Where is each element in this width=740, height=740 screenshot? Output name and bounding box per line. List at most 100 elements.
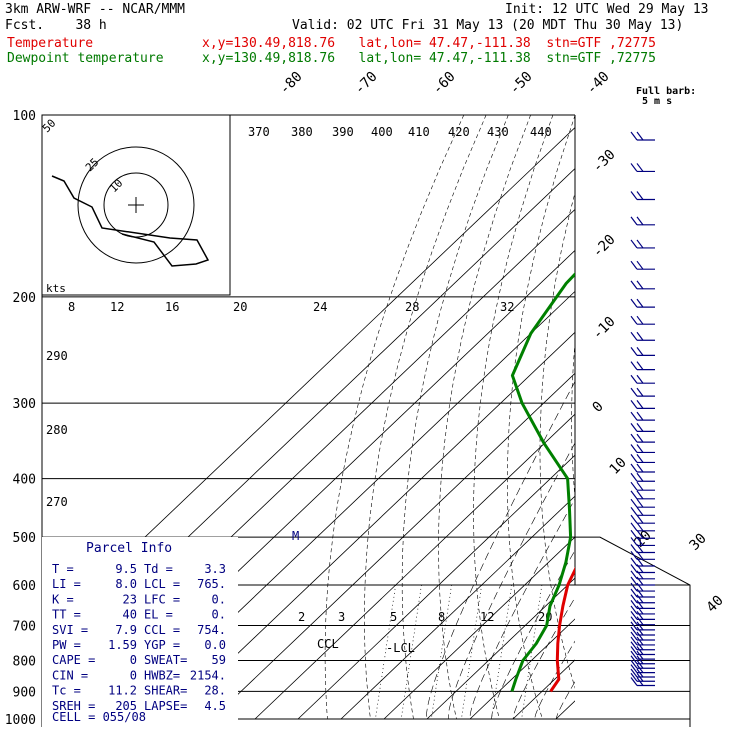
isotherm-line	[599, 115, 740, 719]
wind-barb	[630, 400, 638, 409]
cell-motion: CELL = 055/08	[52, 710, 146, 724]
temperature-tick-label: -20	[590, 232, 619, 261]
temperature-profile	[549, 566, 575, 693]
lcl-label: -LCL	[386, 641, 415, 655]
parcel-param-name: LAPSE=	[144, 699, 187, 713]
theta-label: 380	[291, 125, 313, 139]
isotherm-line	[297, 454, 575, 720]
wind-barb	[636, 522, 644, 532]
isotherm-line	[168, 331, 575, 720]
theta-label: 270	[46, 495, 68, 509]
wind-barb	[636, 280, 644, 290]
parcel-param-value: 754.	[197, 623, 226, 637]
wind-barb	[636, 400, 644, 409]
wind-barb	[636, 646, 644, 655]
wind-barb	[630, 582, 638, 592]
mixing-ratio-label: 5	[390, 610, 397, 624]
wind-barb	[636, 664, 644, 673]
moist-adiabat	[599, 297, 740, 719]
dry-adiabat	[539, 191, 575, 689]
wind-barb	[636, 570, 644, 580]
dry-adiabat	[401, 115, 509, 720]
theta-label: 440	[530, 125, 552, 139]
parcel-param-name: K =	[52, 592, 74, 606]
wind-barb	[630, 631, 638, 641]
parcel-param-value: 23	[123, 592, 137, 606]
dry-adiabat	[602, 115, 671, 719]
wind-barb	[630, 557, 638, 567]
parcel-param-name: Tc =	[52, 684, 81, 698]
wind-barb	[630, 361, 638, 371]
pressure-tick-label: 1000	[5, 713, 36, 728]
wind-barb	[630, 433, 638, 443]
temperature-tick-label: -30	[590, 147, 619, 176]
wind-barb	[636, 444, 644, 453]
wind-barb	[630, 331, 638, 341]
moist-adiabat	[555, 681, 575, 720]
parcel-param-value: 765.	[197, 577, 226, 591]
parcel-info-title: Parcel Info	[86, 541, 172, 556]
wind-barb	[630, 621, 638, 631]
parcel-param-value: 59	[212, 653, 226, 667]
parcel-param-name: YGP =	[144, 638, 180, 652]
wind-barb	[630, 260, 638, 270]
wind-barb	[636, 641, 644, 651]
theta-label: 430	[487, 125, 509, 139]
wind-barb	[630, 677, 638, 686]
temperature-location: x,y=130.49,818.76 lat,lon= 47.47,-111.38…	[202, 36, 656, 51]
wind-barb	[630, 239, 638, 249]
wind-barb	[636, 544, 644, 553]
speed-tick-label: 12	[110, 300, 124, 314]
parcel-param-value: 0.	[212, 592, 226, 606]
barb-legend-title: Full barb:	[636, 86, 696, 97]
barb-legend-units: 5 m s	[642, 96, 672, 107]
wind-barb	[630, 605, 638, 615]
wind-barb	[636, 260, 644, 270]
wind-barb	[630, 131, 638, 141]
wind-barb	[636, 298, 644, 308]
wind-barb	[636, 600, 644, 609]
parcel-param-name: LFC =	[144, 592, 180, 606]
isotherm-line	[728, 115, 740, 719]
mixing-ratio-line	[521, 584, 543, 720]
parcel-param-value: 3.3	[204, 562, 226, 576]
parcel-param-name: LI =	[52, 577, 81, 591]
wind-barb	[636, 655, 644, 665]
wind-barb	[630, 472, 638, 482]
wind-barb	[636, 668, 644, 678]
wind-barb	[630, 550, 638, 560]
wind-barb	[630, 374, 638, 384]
wind-barb	[636, 433, 644, 443]
isotherm-line	[555, 700, 575, 720]
wind-barb	[630, 506, 638, 516]
wind-barb	[630, 570, 638, 580]
isotherm-line	[685, 115, 740, 719]
wind-barb	[630, 280, 638, 290]
wind-barb	[636, 463, 644, 473]
wind-barb	[630, 564, 638, 573]
moist-adiabat	[448, 442, 575, 720]
wind-barb	[630, 588, 638, 598]
temperature-tick-label: -50	[507, 69, 536, 98]
forecast-hour: Fcst. 38 h	[5, 18, 107, 33]
wind-barb	[636, 498, 644, 508]
wind-barb	[636, 346, 644, 356]
parcel-param-value: 0.	[212, 608, 226, 622]
dry-adiabat	[438, 115, 531, 720]
wind-barb	[630, 672, 638, 682]
wind-barb	[636, 374, 644, 384]
speed-tick-label: 24	[313, 300, 327, 314]
wind-barb	[630, 616, 638, 626]
wind-barb	[636, 481, 644, 491]
wind-barb	[630, 216, 638, 226]
parcel-param-value: 9.5	[115, 562, 137, 576]
theta-label: 410	[408, 125, 430, 139]
dry-adiabat	[473, 115, 554, 720]
init-time: Init: 12 UTC Wed 29 May 13	[505, 2, 709, 17]
dewpoint-profile	[510, 271, 575, 692]
wind-barb	[630, 650, 638, 660]
wind-barb	[636, 506, 644, 516]
parcel-param-name: CIN =	[52, 668, 88, 682]
wind-barb	[630, 659, 638, 669]
